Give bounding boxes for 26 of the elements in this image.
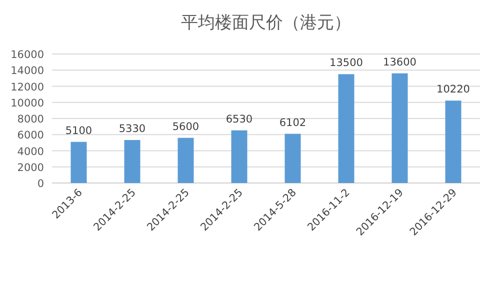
y-tick-label: 10000 bbox=[10, 97, 44, 110]
data-label: 10220 bbox=[436, 84, 470, 96]
bar bbox=[284, 134, 301, 183]
bar bbox=[178, 138, 194, 183]
chart-title: 平均楼面尺价（港元） bbox=[181, 13, 351, 33]
y-tick-label: 12000 bbox=[10, 81, 44, 94]
y-tick-label: 6000 bbox=[17, 130, 44, 142]
data-label: 13500 bbox=[330, 57, 363, 70]
data-label: 6102 bbox=[279, 116, 306, 129]
data-label: 5330 bbox=[118, 123, 146, 136]
y-tick-label: 16000 bbox=[10, 49, 44, 61]
bar bbox=[231, 130, 248, 183]
data-label: 13600 bbox=[383, 56, 416, 68]
bar bbox=[338, 74, 354, 183]
y-tick-label: 2000 bbox=[17, 162, 44, 174]
data-label: 6530 bbox=[226, 113, 253, 126]
bar bbox=[392, 73, 408, 183]
y-tick-label: 14000 bbox=[10, 65, 44, 78]
bar bbox=[70, 142, 87, 183]
bar bbox=[124, 140, 140, 183]
data-label: 5600 bbox=[172, 120, 200, 133]
bar bbox=[445, 100, 462, 183]
data-label: 5100 bbox=[65, 124, 92, 137]
y-tick-label: 4000 bbox=[17, 146, 44, 158]
y-tick-label: 8000 bbox=[17, 114, 44, 126]
y-tick-label: 0 bbox=[37, 178, 44, 190]
